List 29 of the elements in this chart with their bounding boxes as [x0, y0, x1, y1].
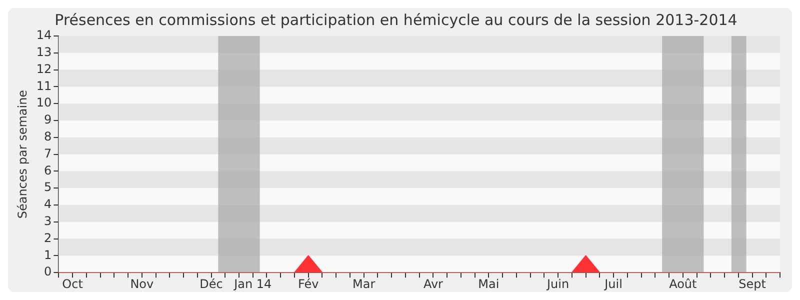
x-tick-label: Nov [130, 276, 154, 291]
x-tick-label: Sept [738, 276, 766, 291]
y-tick-label: 1 [44, 248, 52, 262]
x-tick-label: Mar [352, 276, 376, 291]
y-tick-label: 2 [44, 230, 52, 245]
y-tick-label: 13 [36, 45, 52, 60]
y-tick-label: 6 [44, 163, 52, 178]
y-tick-label: 8 [44, 130, 52, 144]
x-tick-label: Oct [62, 276, 84, 291]
y-tick-label: 3 [44, 214, 52, 228]
x-tick-label: Jan 14 [233, 276, 272, 291]
y-tick-label: 0 [44, 264, 52, 279]
x-tick-label: Déc [200, 276, 223, 291]
x-tick-label: Fév [298, 276, 319, 291]
x-tick-label: Août [669, 276, 698, 291]
chart-title: Présences en commissions et participation en hémicycle au cours de la session 2013-2014 [54, 10, 738, 29]
y-tick-label: 10 [36, 96, 52, 110]
y-tick-label: 5 [44, 180, 52, 194]
y-tick-label: 7 [44, 146, 52, 160]
x-tick-label: Juin [546, 276, 570, 291]
x-tick-label: Juil [604, 276, 622, 291]
y-tick-label: 12 [36, 62, 52, 76]
y-axis-title: Séances par semaine [15, 90, 30, 219]
y-tick-label: 14 [36, 28, 52, 42]
y-tick-label: 9 [44, 112, 52, 127]
x-tick-label: Avr [423, 276, 444, 291]
x-tick-label: Mai [478, 276, 500, 291]
y-tick-label: 11 [36, 78, 52, 93]
y-tick-label: 4 [44, 197, 52, 212]
